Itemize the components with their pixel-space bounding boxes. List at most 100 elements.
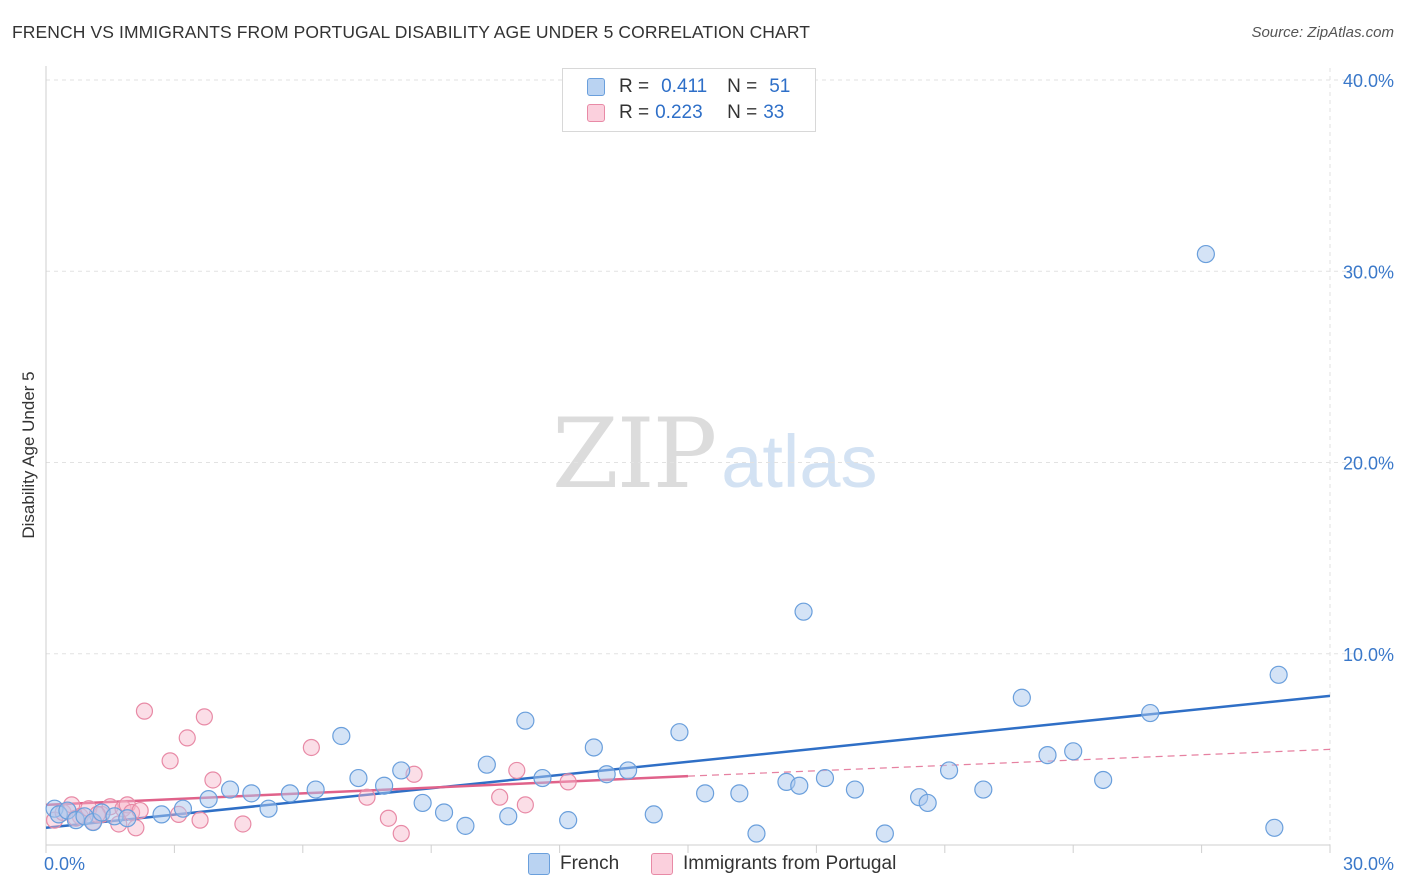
data-point-french [1064, 742, 1083, 761]
data-point-french [559, 811, 578, 830]
source-label: Source: ZipAtlas.com [1251, 24, 1394, 41]
data-point-french [918, 793, 937, 813]
legend-swatch-portugal [587, 104, 605, 122]
data-point-french [259, 799, 278, 818]
trend-line-portugal [45, 774, 689, 807]
stats-legend: R = 0.411 N = 51 R = 0.223 N = 33 [562, 68, 816, 132]
watermark: ZIPatlas [552, 398, 878, 510]
data-point-french [306, 780, 325, 799]
data-point-french [434, 803, 454, 822]
y-tick-label: 20.0% [1343, 454, 1394, 474]
data-point-french [584, 738, 603, 757]
data-point-portugal [508, 761, 526, 780]
data-point-french [242, 784, 261, 803]
data-point-portugal [516, 796, 534, 814]
data-point-french [1265, 818, 1284, 837]
x-tick-label: 30.0% [1343, 854, 1394, 874]
data-point-french [1141, 703, 1160, 723]
data-point-french [375, 776, 394, 795]
data-point-french [499, 807, 518, 826]
data-point-french [413, 793, 432, 813]
data-point-french [152, 805, 171, 824]
data-point-portugal [358, 788, 376, 806]
data-point-french [794, 602, 813, 621]
data-point-french [516, 711, 535, 730]
y-tick-label: 10.0% [1343, 645, 1394, 665]
data-point-portugal [191, 811, 209, 829]
trend-lines [45, 694, 1331, 830]
data-point-french [815, 768, 835, 788]
bottom-legend-label: Immigrants from Portugal [683, 853, 897, 874]
chart-title: FRENCH VS IMMIGRANTS FROM PORTUGAL DISAB… [12, 22, 811, 42]
data-point-french [974, 780, 993, 799]
data-point-french [644, 805, 663, 824]
data-point-portugal [302, 738, 320, 757]
axes [45, 66, 1331, 853]
bottom-legend-french: French [528, 852, 619, 876]
data-point-french [790, 776, 809, 795]
legend-n-label: N = [727, 102, 758, 123]
legend-swatch-french [587, 78, 605, 96]
data-point-french [392, 761, 411, 780]
data-point-french [477, 755, 496, 774]
legend-r-value: 0.223 [655, 102, 703, 123]
data-point-french [1196, 244, 1215, 264]
bottom-legend-label: French [560, 853, 620, 874]
data-point-french [1269, 665, 1288, 684]
data-point-french [939, 761, 959, 780]
data-point-french [1094, 770, 1113, 790]
data-point-french [220, 780, 240, 799]
data-point-portugal [195, 708, 213, 726]
legend-n-value: 51 [769, 76, 791, 97]
grid-lines [46, 68, 1364, 845]
data-point-french [456, 816, 475, 835]
data-point-portugal [135, 702, 154, 720]
data-point-portugal [392, 824, 410, 843]
legend-n-value: 33 [763, 102, 785, 123]
bottom-legend-portugal: Immigrants from Portugal [651, 852, 896, 876]
data-point-french [332, 726, 351, 746]
bottom-swatch-portugal [651, 853, 673, 875]
legend-row-portugal: R = 0.223 N = 33 [587, 101, 784, 125]
data-point-portugal [559, 773, 577, 791]
data-point-french [730, 784, 749, 803]
data-point-portugal [234, 815, 252, 833]
y-tick-label: 30.0% [1343, 262, 1394, 282]
data-point-french [280, 784, 300, 803]
legend-n-label: N = [727, 76, 758, 97]
data-point-french [1012, 688, 1031, 707]
legend-r-label: R = [619, 76, 650, 97]
trend-line-french [45, 694, 1331, 830]
data-point-french [199, 789, 218, 809]
watermark-atlas: atlas [721, 420, 878, 503]
watermark-zip: ZIP [552, 398, 717, 510]
bottom-swatch-french [528, 853, 550, 875]
tick-labels: 10.0% 20.0% 30.0% 40.0% 0.0% 30.0% [44, 71, 1394, 874]
data-point-french [349, 768, 368, 788]
data-point-french [597, 765, 616, 784]
data-point-french [533, 768, 552, 788]
data-point-french [875, 824, 894, 843]
data-point-french [118, 809, 137, 828]
data-point-portugal [178, 729, 196, 747]
data-point-portugal [204, 771, 222, 789]
data-point-french [173, 799, 193, 818]
series-french-points [45, 244, 1288, 843]
x-tick-label: 0.0% [44, 854, 85, 874]
data-point-french [747, 824, 766, 843]
data-point-portugal [491, 788, 509, 806]
data-point-french [618, 761, 638, 780]
y-axis-label: Disability Age Under 5 [19, 371, 38, 538]
data-point-portugal [379, 809, 397, 827]
data-point-portugal [161, 752, 179, 770]
data-point-french [1038, 746, 1057, 765]
data-point-french [670, 723, 689, 742]
data-point-french [845, 780, 865, 799]
legend-r-label: R = [619, 102, 650, 123]
legend-row-french: R = 0.411 N = 51 [587, 75, 790, 99]
trend-line-portugal-extension [687, 748, 1331, 777]
data-point-french [696, 784, 715, 803]
y-tick-label: 40.0% [1343, 71, 1394, 91]
legend-r-value: 0.411 [661, 76, 708, 97]
